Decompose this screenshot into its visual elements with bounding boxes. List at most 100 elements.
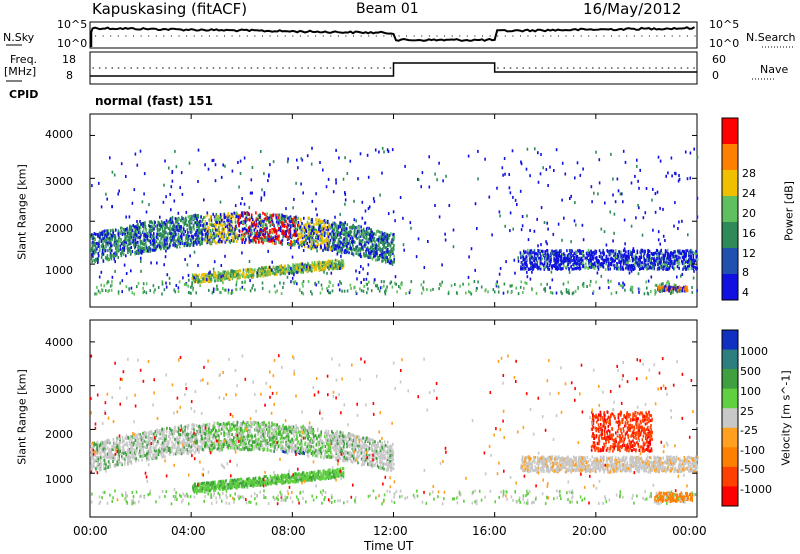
power-echo (164, 245, 166, 249)
power-echo (686, 287, 688, 291)
power-echo (277, 223, 279, 227)
power-echo (295, 233, 297, 237)
power-echo (213, 239, 215, 243)
power-echo (108, 246, 111, 250)
power-echo (144, 224, 147, 228)
power-echo (259, 274, 262, 278)
power-echo (203, 222, 205, 226)
power-echo (626, 264, 629, 268)
power-echo (491, 233, 493, 237)
power-echo (344, 192, 347, 196)
power-echo (278, 240, 280, 244)
power-echo (210, 223, 213, 227)
power-echo (537, 253, 539, 257)
power-echo (316, 245, 318, 249)
power-echo (303, 240, 306, 244)
power-echo (286, 275, 289, 279)
power-echo (141, 200, 144, 204)
power-echo (187, 234, 190, 238)
power-echo (651, 198, 653, 202)
power-echo (238, 215, 240, 219)
power-echo (217, 234, 220, 238)
power-echo (300, 219, 302, 223)
power-echo (237, 161, 239, 164)
power-echo (237, 237, 239, 241)
power-echo (319, 161, 321, 164)
power-echo (553, 259, 555, 263)
power-echo (647, 263, 649, 267)
power-echo (123, 227, 125, 231)
power-echo (533, 264, 536, 268)
power-echo (163, 230, 165, 234)
date-title: 16/May/2012 (583, 0, 682, 18)
power-echo (389, 257, 391, 260)
power-echo (162, 243, 164, 247)
power-echo (260, 198, 262, 202)
power-echo (98, 236, 101, 240)
power-echo (129, 224, 131, 228)
power-echo (288, 223, 290, 227)
xtick-0800: 08:00 (271, 524, 306, 538)
power-echo (681, 259, 683, 263)
power-echo (660, 259, 662, 263)
power-echo (337, 231, 340, 235)
power-echo (382, 238, 385, 242)
power-echo (653, 257, 655, 260)
power-echo (607, 267, 610, 271)
power-echo (569, 261, 571, 265)
power-echo (390, 259, 392, 263)
power-echo (170, 239, 173, 243)
power-echo (252, 240, 255, 244)
power-echo (529, 249, 532, 253)
power-echo (690, 254, 692, 258)
cpid-value: normal (fast) 151 (95, 94, 213, 108)
power-echo (393, 235, 396, 239)
power-echo (267, 249, 269, 253)
power-echo (534, 262, 536, 266)
power-echo (219, 200, 222, 204)
power-echo (209, 237, 211, 241)
power-echo (508, 186, 511, 190)
power-echo (285, 233, 287, 236)
power-echo (312, 234, 314, 238)
power-echo (258, 221, 260, 225)
power-echo (129, 233, 131, 237)
power-echo (305, 223, 308, 227)
power-echo (216, 221, 218, 224)
power-echo (362, 244, 365, 248)
power-echo (238, 221, 241, 225)
power-echo (514, 271, 516, 275)
power-echo (310, 238, 313, 242)
power-echo (533, 229, 536, 233)
power-echo (581, 261, 584, 265)
power-echo (227, 216, 229, 220)
power-echo (365, 230, 368, 234)
power-echo (377, 244, 380, 248)
power-echo (143, 223, 146, 227)
power-echo (293, 197, 295, 201)
power-echo (348, 251, 350, 255)
power-echo (165, 285, 168, 289)
power-echo (339, 240, 341, 244)
power-echo (369, 233, 371, 237)
power-echo (633, 262, 636, 266)
power-echo (257, 214, 260, 218)
power-echo (106, 237, 108, 241)
power-echo (92, 250, 95, 254)
power-echo (223, 273, 225, 277)
power-echo (384, 239, 386, 243)
power-echo (661, 266, 664, 270)
power-echo (140, 259, 142, 263)
power-echo (264, 232, 267, 236)
power-echo (339, 233, 341, 237)
power-echo (376, 230, 378, 234)
power-echo (368, 205, 371, 209)
power-echo (348, 233, 350, 237)
power-echo (123, 241, 125, 245)
power-echo (203, 237, 205, 241)
power-echo (660, 248, 662, 252)
power-echo (297, 241, 299, 245)
power-echo (231, 228, 233, 232)
power-echo (188, 161, 191, 165)
power-echo (348, 230, 350, 234)
